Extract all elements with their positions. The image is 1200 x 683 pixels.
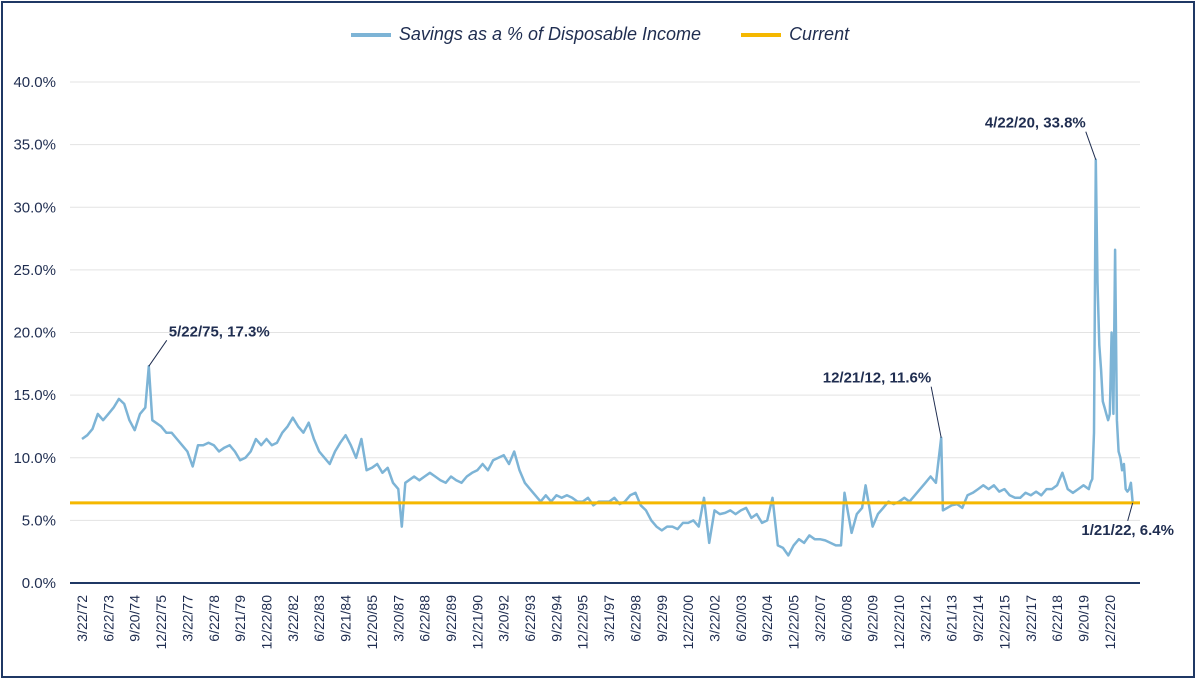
y-tick-label: 0.0%: [22, 575, 56, 592]
x-tick-label: 6/20/03: [733, 595, 749, 642]
annotation-label: 12/21/12, 11.6%: [823, 370, 931, 387]
y-tick-label: 10.0%: [13, 450, 56, 467]
x-tick-label: 3/22/07: [812, 595, 828, 642]
legend-label-current: Current: [789, 24, 850, 44]
legend-item-current: Current: [741, 24, 849, 45]
x-tick-label: 9/21/84: [338, 595, 354, 642]
y-tick-label: 40.0%: [13, 74, 56, 91]
x-tick-label: 9/20/19: [1075, 595, 1091, 642]
y-tick-label: 15.0%: [13, 387, 56, 404]
y-tick-label: 5.0%: [22, 512, 56, 529]
x-tick-label: 9/20/74: [127, 595, 143, 642]
x-tick-label: 12/22/20: [1102, 595, 1118, 650]
x-tick-label: 3/21/97: [601, 595, 617, 642]
x-tick-label: 12/20/85: [364, 595, 380, 650]
x-tick-label: 6/21/13: [944, 595, 960, 642]
annotation-label: 1/21/22, 6.4%: [1081, 522, 1174, 539]
x-tick-label: 9/22/14: [970, 595, 986, 642]
x-tick-label: 12/22/95: [575, 595, 591, 650]
x-tick-label: 12/22/15: [996, 595, 1012, 650]
x-tick-label: 6/22/93: [522, 595, 538, 642]
legend-item-savings: Savings as a % of Disposable Income: [350, 24, 702, 45]
x-tick-label: 3/20/92: [496, 595, 512, 642]
x-tick-label: 9/22/04: [759, 595, 775, 642]
annotation-leader: [1127, 502, 1134, 521]
legend-swatch-savings: [350, 32, 391, 37]
x-tick-label: 12/22/05: [786, 595, 802, 650]
x-tick-label: 6/22/18: [1049, 595, 1065, 642]
series-line-savings: [81, 158, 1134, 557]
y-tick-label: 30.0%: [13, 199, 56, 216]
x-tick-label: 12/22/80: [258, 595, 274, 650]
x-tick-label: 3/22/17: [1023, 595, 1039, 642]
legend: Savings as a % of Disposable Income Curr…: [0, 24, 1200, 45]
x-tick-label: 9/22/99: [654, 595, 670, 642]
x-tick-label: 3/22/12: [917, 595, 933, 642]
x-tick-label: 6/22/98: [627, 595, 643, 642]
y-tick-label: 35.0%: [13, 137, 56, 154]
x-tick-label: 9/21/79: [232, 595, 248, 642]
annotation-leader: [1085, 131, 1097, 160]
x-tick-label: 12/22/00: [680, 595, 696, 650]
legend-label-savings: Savings as a % of Disposable Income: [398, 24, 702, 44]
x-tick-label: 6/22/83: [311, 595, 327, 642]
x-tick-label: 3/20/87: [390, 595, 406, 642]
x-tick-label: 12/22/10: [891, 595, 907, 650]
x-tick-label: 3/22/02: [707, 595, 723, 642]
annotation-label: 4/22/20, 33.8%: [985, 115, 1086, 132]
x-tick-label: 12/22/75: [153, 595, 169, 650]
y-tick-label: 25.0%: [13, 262, 56, 279]
x-tick-label: 9/22/89: [443, 595, 459, 642]
legend-swatch-current: [741, 32, 782, 37]
x-tick-label: 3/22/77: [179, 595, 195, 642]
x-tick-label: 9/22/94: [548, 595, 564, 642]
x-tick-label: 3/22/82: [285, 595, 301, 642]
x-tick-label: 6/22/88: [417, 595, 433, 642]
x-tick-label: 12/21/90: [469, 595, 485, 650]
x-tick-label: 6/20/08: [838, 595, 854, 642]
annotation-label: 5/22/75, 17.3%: [169, 323, 270, 340]
annotation-leader: [148, 340, 168, 367]
y-tick-label: 20.0%: [13, 325, 56, 342]
x-tick-label: 3/22/72: [74, 595, 90, 642]
x-tick-label: 9/22/09: [865, 595, 881, 642]
annotation-leader: [930, 386, 942, 438]
x-tick-label: 6/22/78: [206, 595, 222, 642]
x-tick-label: 6/22/73: [100, 595, 116, 642]
